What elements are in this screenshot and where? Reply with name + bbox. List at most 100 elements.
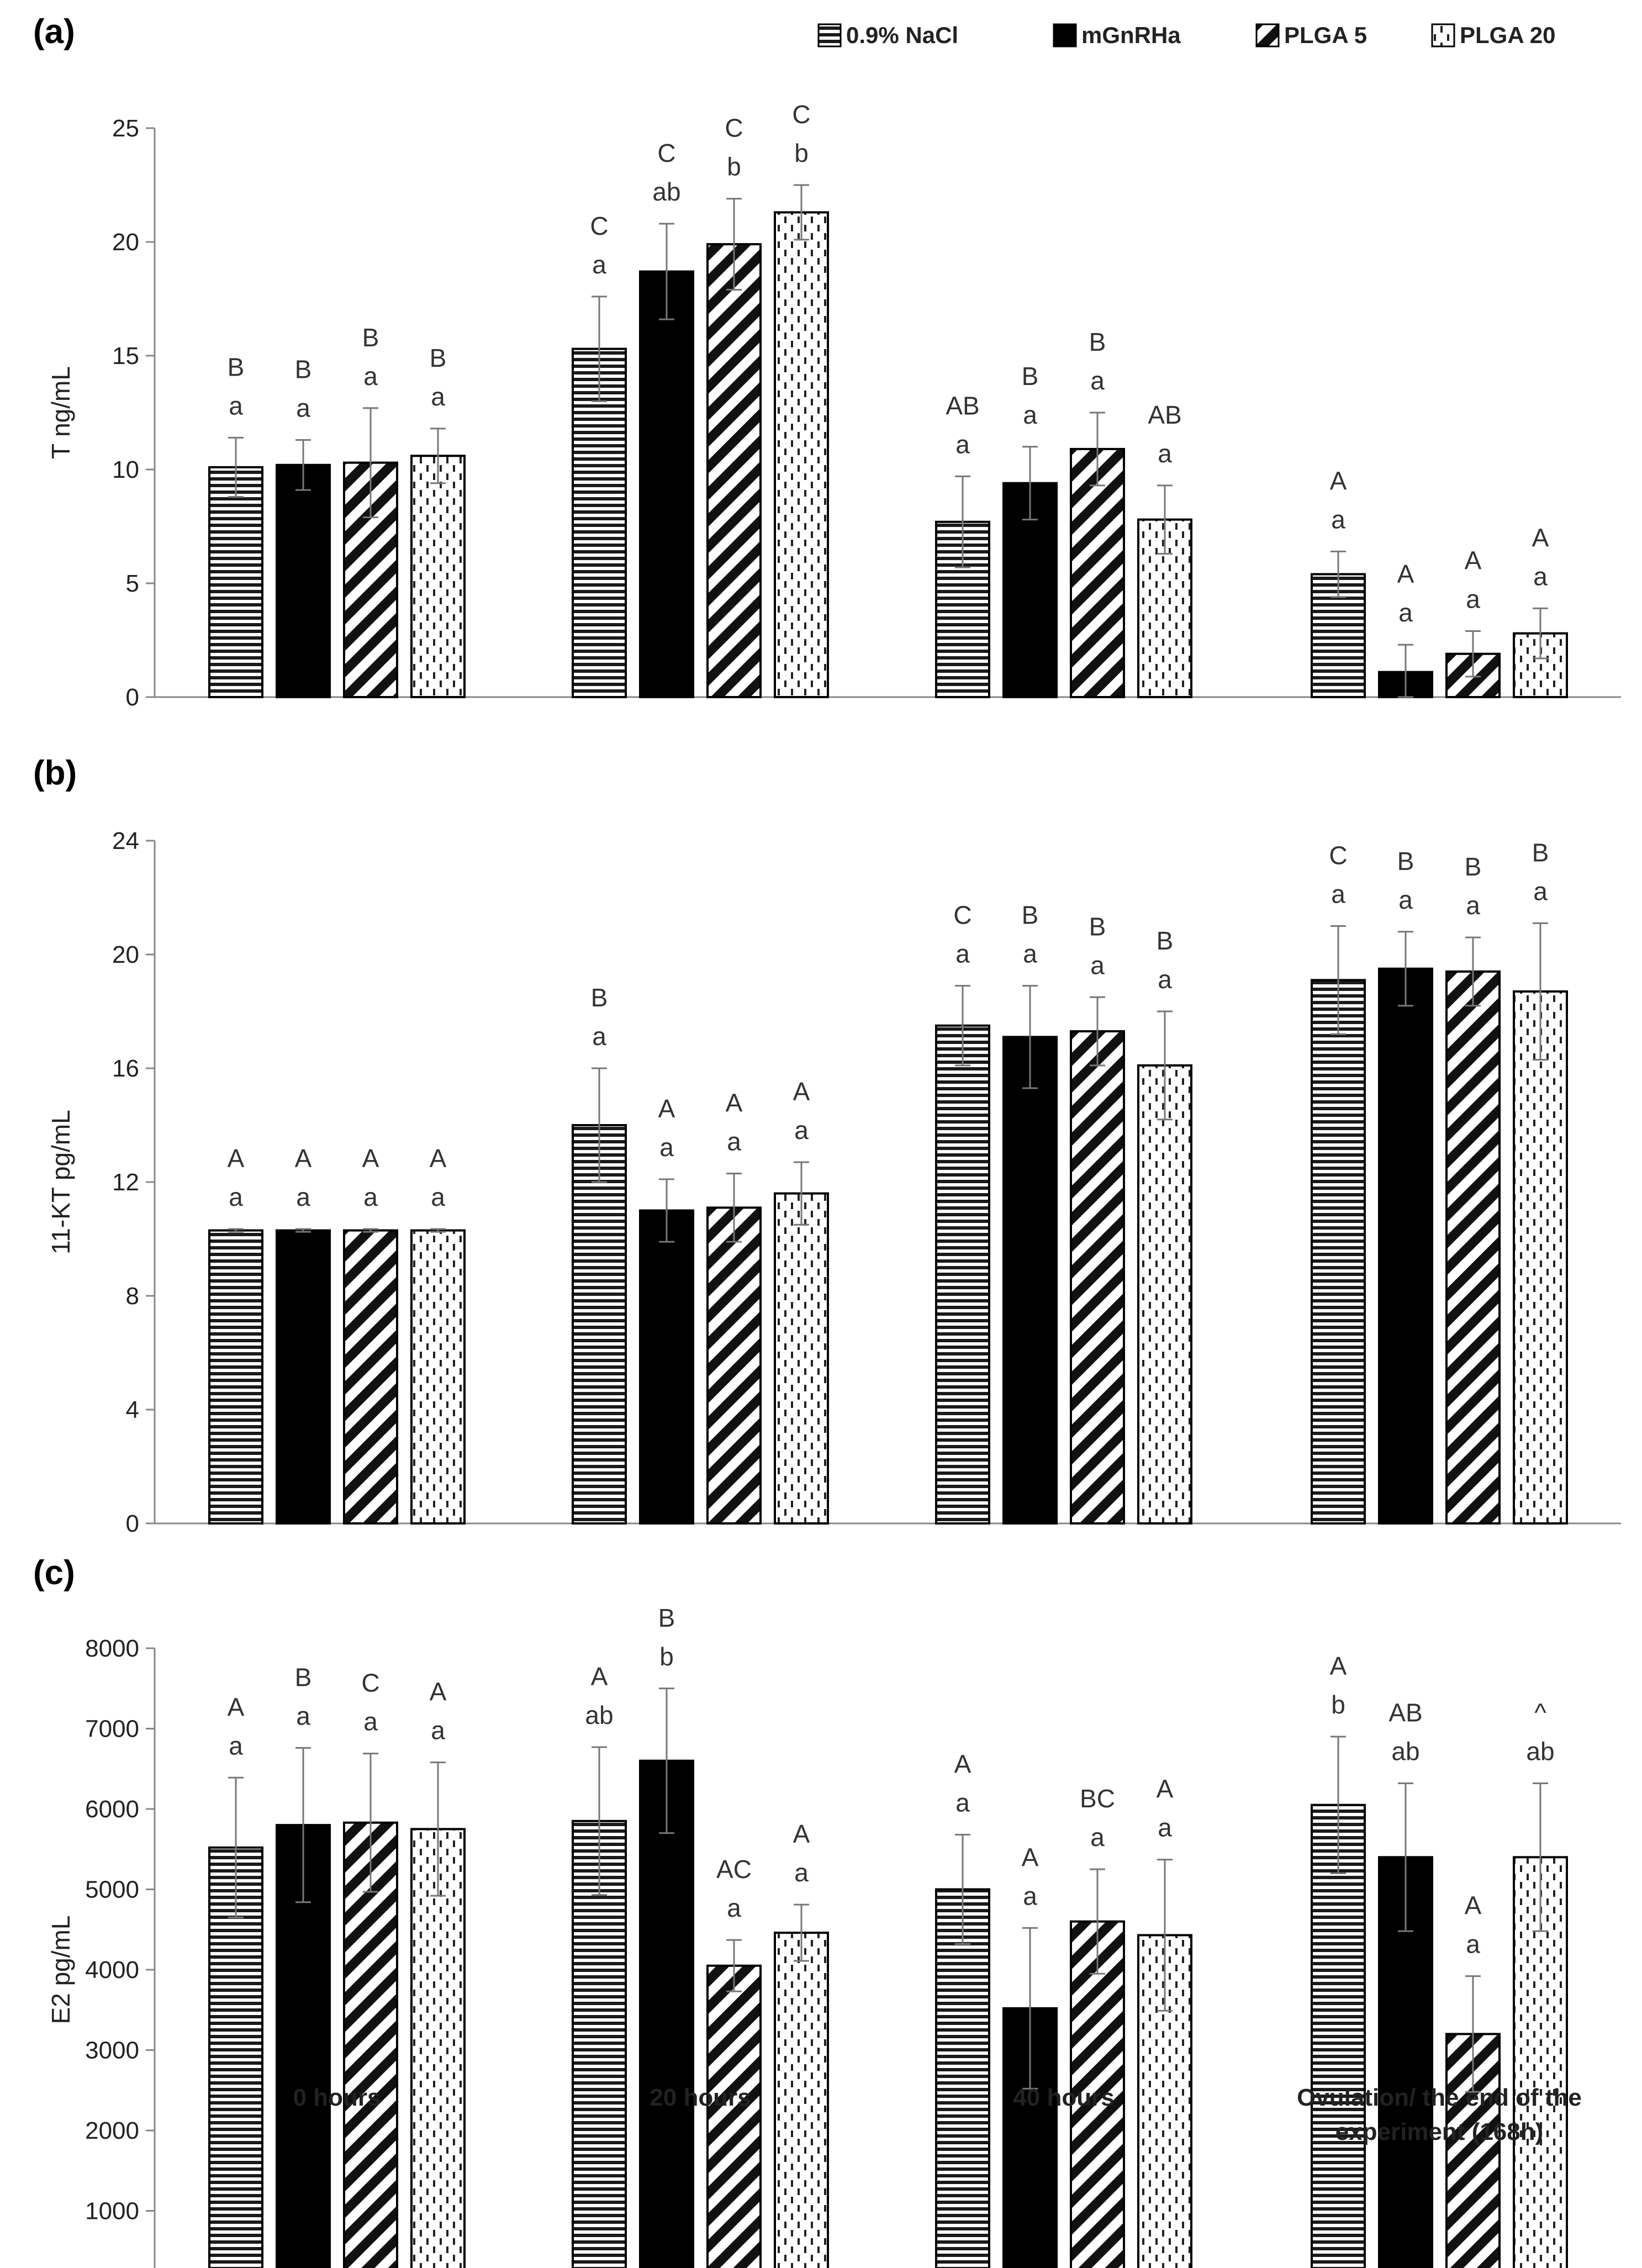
significance-letter-lower: a (363, 362, 378, 391)
significance-letter-lower: a (955, 1789, 970, 1817)
significance-letter-upper: AB (1388, 1698, 1422, 1727)
significance-letter-lower: a (431, 382, 445, 411)
bar (1513, 990, 1568, 1525)
significance-letter-lower: a (659, 1133, 674, 1162)
significance-letter-lower: a (955, 430, 970, 458)
y-tick-label: 20 (112, 229, 139, 256)
x-category-label: 20 hours (650, 2084, 751, 2111)
significance-letter-upper: B (1089, 912, 1106, 941)
significance-letter-lower: a (1023, 940, 1037, 968)
significance-letter-upper: A (228, 1144, 245, 1173)
y-axis-label: 11-KT pg/mL (46, 1110, 75, 1254)
significance-letter-lower: a (727, 1127, 741, 1156)
y-tick-label: 8 (126, 1283, 139, 1310)
bar (935, 1888, 990, 2268)
y-tick-label: 8000 (85, 1635, 139, 1662)
significance-letter-lower: a (727, 1893, 741, 1922)
legend-swatch-2 (1053, 23, 1077, 48)
significance-letter-lower: a (955, 940, 970, 968)
significance-letter-upper: C (953, 901, 972, 930)
significance-letter-lower: a (431, 1716, 445, 1745)
significance-letter-lower: ab (652, 177, 680, 206)
significance-letter-lower: a (296, 1183, 310, 1211)
bar (1445, 970, 1501, 1525)
significance-letter-upper: A (362, 1144, 379, 1173)
significance-letter-upper: A (1397, 560, 1414, 588)
bar (774, 1932, 829, 2268)
bar (1311, 1803, 1366, 2268)
significance-letter-lower: a (431, 1183, 445, 1211)
y-tick-label: 3000 (85, 2037, 139, 2064)
bar (276, 1229, 331, 1525)
significance-letter-lower: a (363, 1707, 378, 1736)
x-category-label: 40 hours (1013, 2084, 1114, 2111)
significance-letter-lower: a (363, 1183, 378, 1211)
panel-c: (c)010002000300040005000600070008000E2 p… (33, 1554, 1568, 2268)
significance-letter-lower: a (794, 1116, 809, 1144)
y-tick-label: 5000 (85, 1876, 139, 1903)
significance-letter-upper: B (295, 1663, 312, 1691)
legend-label-4: PLGA 20 (1460, 22, 1556, 48)
significance-letter-upper: B (362, 323, 379, 352)
significance-letter-upper: A (1465, 1891, 1482, 1920)
x-category-label: Ovulation/ the end of the (1297, 2084, 1582, 2111)
legend-swatch-3 (1255, 23, 1280, 48)
y-tick-label: 15 (112, 342, 139, 370)
bar (1070, 1030, 1125, 1525)
significance-letter-lower: a (1331, 505, 1345, 534)
y-tick-label: 20 (112, 941, 139, 968)
significance-letter-upper: B (658, 1604, 675, 1632)
y-tick-label: 24 (112, 827, 139, 855)
significance-letter-lower: b (794, 139, 809, 167)
significance-letter-lower: a (1023, 400, 1037, 429)
y-tick-label: 5 (126, 570, 139, 597)
significance-letter-upper: A (295, 1144, 312, 1173)
significance-letter-upper: A (1465, 546, 1482, 575)
legend-swatch-4 (1431, 23, 1455, 48)
significance-letter-upper: C (361, 1669, 379, 1697)
significance-letter-lower: a (1090, 1823, 1105, 1852)
significance-letter-upper: B (430, 344, 447, 372)
x-category-label: 0 hours (293, 2084, 381, 2111)
y-tick-label: 0 (126, 684, 139, 711)
significance-letter-upper: A (1330, 1652, 1347, 1680)
significance-letter-upper: B (228, 352, 245, 381)
y-tick-label: 4 (126, 1396, 139, 1423)
significance-letter-lower: b (727, 152, 741, 181)
x-axis-category-labels: 0 hours 20 hours 40 hours Ovulation/ the en… (293, 2084, 1582, 2145)
significance-letter-upper: A (793, 1819, 810, 1848)
significance-letter-upper: ^ (1534, 1698, 1546, 1727)
significance-letter-upper: A (1022, 1843, 1039, 1871)
significance-letter-lower: a (1331, 880, 1345, 909)
significance-letter-lower: ab (585, 1701, 613, 1729)
bar (208, 1229, 263, 1525)
significance-letter-upper: B (1532, 838, 1549, 867)
significance-letter-lower: a (1158, 439, 1172, 468)
legend-label-3: PLGA 5 (1284, 22, 1367, 48)
significance-letter-lower: a (1466, 585, 1480, 614)
bar (1311, 979, 1366, 1525)
y-tick-label: 2000 (85, 2117, 139, 2144)
significance-letter-lower: a (1533, 877, 1548, 905)
significance-letter-upper: B (1022, 901, 1039, 930)
significance-letter-upper: A (591, 1662, 608, 1691)
significance-letter-upper: C (657, 139, 675, 167)
significance-letter-lower: a (1533, 562, 1548, 590)
significance-letter-lower: ab (1391, 1737, 1419, 1765)
significance-letter-upper: A (954, 1750, 972, 1779)
bar (410, 1229, 466, 1525)
significance-letter-upper: A (726, 1089, 743, 1117)
significance-letter-upper: A (1330, 466, 1347, 495)
bar (935, 1024, 990, 1525)
bar (1378, 967, 1433, 1525)
significance-letter-upper: B (295, 355, 312, 383)
significance-letter-lower: a (1158, 965, 1172, 994)
significance-letter-upper: B (1465, 852, 1482, 881)
bar (774, 211, 829, 698)
significance-letter-upper: AC (716, 1855, 752, 1884)
significance-letter-lower: a (794, 1858, 809, 1887)
significance-letter-lower: a (1090, 951, 1105, 979)
